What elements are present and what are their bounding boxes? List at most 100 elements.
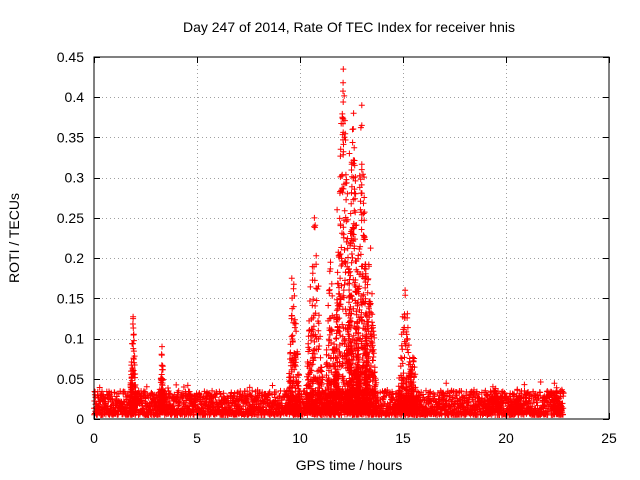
data-point <box>409 363 416 370</box>
data-point <box>367 331 374 338</box>
data-point <box>400 380 407 387</box>
data-point <box>329 292 336 299</box>
data-point <box>358 161 365 168</box>
data-point <box>313 399 320 405</box>
data-point <box>348 318 355 325</box>
data-point <box>369 340 376 346</box>
data-point <box>312 331 319 338</box>
data-point <box>355 345 362 352</box>
data-point <box>352 407 359 414</box>
data-point <box>316 343 323 349</box>
data-point <box>342 130 349 137</box>
data-point <box>361 174 368 181</box>
data-point <box>340 231 347 238</box>
data-point <box>310 323 317 330</box>
data-point <box>348 346 355 353</box>
data-point <box>209 387 216 394</box>
data-point <box>323 389 330 396</box>
data-point <box>311 224 318 231</box>
data-point <box>313 285 320 292</box>
data-point <box>338 262 345 269</box>
data-point <box>337 352 344 359</box>
data-point <box>401 324 408 331</box>
data-point <box>332 369 339 376</box>
data-point <box>360 291 367 298</box>
data-point <box>345 359 352 366</box>
data-point <box>352 277 359 283</box>
data-point <box>129 366 136 373</box>
data-point <box>323 346 330 353</box>
data-point <box>560 411 566 418</box>
data-point <box>338 398 345 405</box>
data-point <box>404 335 411 342</box>
data-point <box>348 251 355 257</box>
data-point <box>296 387 303 394</box>
data-point <box>165 385 171 391</box>
data-point <box>310 347 317 354</box>
data-point <box>228 389 235 396</box>
data-point <box>359 273 366 280</box>
data-point <box>303 400 310 407</box>
data-point <box>311 338 318 345</box>
data-point <box>336 251 343 258</box>
data-point <box>347 383 353 390</box>
data-point <box>130 340 136 347</box>
data-point <box>350 238 357 244</box>
data-point <box>395 383 402 390</box>
data-point <box>289 295 296 302</box>
data-point <box>360 171 366 178</box>
data-point <box>358 190 365 197</box>
data-point <box>313 297 320 304</box>
data-point <box>326 268 333 275</box>
data-point <box>335 280 342 287</box>
data-point <box>308 394 315 401</box>
data-point <box>410 374 417 381</box>
data-point <box>362 236 368 243</box>
data-point <box>303 391 310 398</box>
data-point <box>158 371 165 378</box>
data-point <box>337 332 344 339</box>
data-point <box>333 318 340 325</box>
data-point <box>337 146 344 153</box>
data-point <box>327 259 334 266</box>
data-point <box>269 382 276 389</box>
data-point <box>359 298 366 305</box>
data-point <box>308 337 315 344</box>
data-point <box>308 316 315 323</box>
data-point <box>159 390 166 396</box>
data-point <box>326 287 333 294</box>
data-point <box>413 396 420 403</box>
data-point <box>338 120 345 127</box>
data-point <box>290 281 297 288</box>
data-point <box>318 364 325 371</box>
data-point <box>537 379 544 385</box>
data-point <box>399 360 406 367</box>
data-point <box>336 291 343 298</box>
data-point <box>345 331 352 338</box>
data-point <box>128 397 135 404</box>
data-point <box>362 284 369 291</box>
data-point <box>310 374 317 381</box>
data-point <box>295 391 302 398</box>
data-point <box>484 392 490 399</box>
data-point <box>346 280 353 287</box>
data-point <box>367 245 374 252</box>
data-point <box>340 116 347 122</box>
data-point <box>334 375 341 382</box>
data-point <box>398 342 405 349</box>
data-point <box>405 349 412 356</box>
data-point <box>357 335 364 342</box>
data-point <box>359 263 366 270</box>
data-point <box>521 381 528 388</box>
data-point <box>364 289 371 296</box>
data-point <box>286 385 293 392</box>
data-point <box>346 375 353 382</box>
data-point <box>344 263 351 270</box>
data-point <box>458 388 465 395</box>
data-point <box>347 315 354 321</box>
data-point <box>306 298 313 304</box>
data-point <box>287 380 294 387</box>
data-point <box>340 148 347 155</box>
data-point <box>288 312 295 319</box>
